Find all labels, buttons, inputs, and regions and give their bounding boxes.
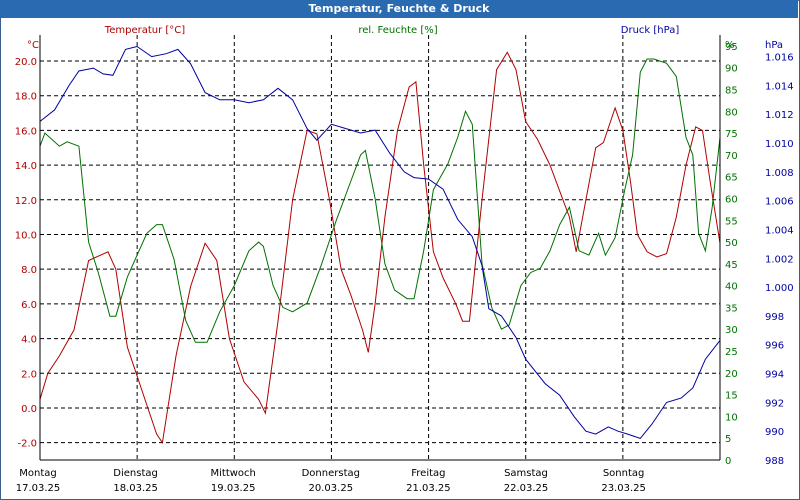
humidity-series-label: rel. Feuchte [%] bbox=[358, 25, 437, 36]
humidity-tick-label: 55 bbox=[725, 216, 738, 227]
x-date-label: 21.03.25 bbox=[406, 483, 451, 494]
axis-lines bbox=[39, 35, 721, 461]
humidity-tick-label: 90 bbox=[725, 64, 738, 75]
x-day-label: Mittwoch bbox=[211, 468, 256, 479]
temperature-tick-label: 10.0 bbox=[15, 230, 37, 241]
pressure-tick-label: 1.002 bbox=[765, 254, 794, 265]
humidity-tick-label: 20 bbox=[725, 369, 738, 380]
pressure-tick-label: 1.008 bbox=[765, 168, 794, 179]
temperature-tick-label: 0.0 bbox=[21, 404, 37, 415]
humidity-tick-label: 50 bbox=[725, 238, 738, 249]
x-day-label: Sonntag bbox=[603, 468, 645, 479]
pressure-unit-label: hPa bbox=[765, 40, 783, 51]
humidity-tick-label: 75 bbox=[725, 129, 738, 140]
temperature-tick-label: -2.0 bbox=[17, 439, 37, 450]
axis-labels: Temperatur [°C] rel. Feuchte [%] Druck [hP… bbox=[15, 25, 794, 494]
temperature-tick-label: 20.0 bbox=[15, 57, 37, 68]
x-day-label: Samstag bbox=[504, 468, 548, 479]
pressure-tick-label: 990 bbox=[765, 427, 784, 438]
series-line-temperature bbox=[39, 51, 721, 445]
x-day-label: Freitag bbox=[411, 468, 445, 479]
temperature-tick-label: 6.0 bbox=[21, 300, 37, 311]
temperature-tick-label: 18.0 bbox=[15, 92, 37, 103]
temperature-tick-label: 14.0 bbox=[15, 161, 37, 172]
temperature-series-label: Temperatur [°C] bbox=[104, 25, 185, 36]
series-line-humidity bbox=[39, 58, 721, 343]
x-day-label: Montag bbox=[19, 468, 56, 479]
chart-title: Temperatur, Feuchte & Druck bbox=[0, 0, 798, 18]
humidity-tick-label: 15 bbox=[725, 391, 738, 402]
x-date-label: 23.03.25 bbox=[601, 483, 646, 494]
pressure-tick-label: 1.010 bbox=[765, 139, 794, 150]
pressure-tick-label: 1.004 bbox=[765, 225, 794, 236]
humidity-tick-label: 65 bbox=[725, 173, 738, 184]
pressure-tick-label: 988 bbox=[765, 456, 784, 467]
temperature-tick-label: 16.0 bbox=[15, 126, 37, 137]
x-date-label: 19.03.25 bbox=[211, 483, 256, 494]
pressure-tick-label: 1.012 bbox=[765, 110, 794, 121]
series-line-pressure bbox=[39, 45, 721, 439]
humidity-tick-label: 40 bbox=[725, 282, 738, 293]
humidity-tick-label: 30 bbox=[725, 325, 738, 336]
humidity-tick-label: 5 bbox=[725, 434, 731, 445]
temperature-tick-label: 4.0 bbox=[21, 335, 37, 346]
pressure-tick-label: 1.014 bbox=[765, 81, 794, 92]
humidity-tick-label: 45 bbox=[725, 260, 738, 271]
grid-lines bbox=[40, 35, 720, 460]
humidity-tick-label: 85 bbox=[725, 85, 738, 96]
pressure-tick-label: 994 bbox=[765, 370, 784, 381]
humidity-tick-label: 0 bbox=[725, 456, 731, 467]
pressure-tick-label: 998 bbox=[765, 312, 784, 323]
pressure-tick-label: 1.016 bbox=[765, 53, 794, 64]
humidity-tick-label: 80 bbox=[725, 107, 738, 118]
humidity-tick-label: 95 bbox=[725, 42, 738, 53]
x-date-label: 22.03.25 bbox=[504, 483, 549, 494]
humidity-tick-label: 25 bbox=[725, 347, 738, 358]
pressure-tick-label: 996 bbox=[765, 341, 784, 352]
x-date-label: 18.03.25 bbox=[113, 483, 158, 494]
pressure-series-label: Druck [hPa] bbox=[621, 25, 680, 36]
temperature-tick-label: 8.0 bbox=[21, 265, 37, 276]
pressure-tick-label: 1.000 bbox=[765, 283, 794, 294]
x-day-label: Dienstag bbox=[113, 468, 158, 479]
x-day-label: Donnerstag bbox=[302, 468, 360, 479]
temperature-unit-label: °C bbox=[27, 40, 39, 51]
humidity-tick-label: 10 bbox=[725, 412, 738, 423]
series-lines bbox=[39, 45, 721, 445]
x-date-label: 17.03.25 bbox=[16, 483, 61, 494]
humidity-tick-label: 35 bbox=[725, 303, 738, 314]
pressure-tick-label: 992 bbox=[765, 398, 784, 409]
temperature-tick-label: 12.0 bbox=[15, 196, 37, 207]
temperature-tick-label: 2.0 bbox=[21, 369, 37, 380]
humidity-unit-label: % bbox=[725, 40, 735, 51]
humidity-tick-label: 70 bbox=[725, 151, 738, 162]
pressure-tick-label: 1.006 bbox=[765, 197, 794, 208]
x-date-label: 20.03.25 bbox=[309, 483, 354, 494]
humidity-tick-label: 60 bbox=[725, 194, 738, 205]
